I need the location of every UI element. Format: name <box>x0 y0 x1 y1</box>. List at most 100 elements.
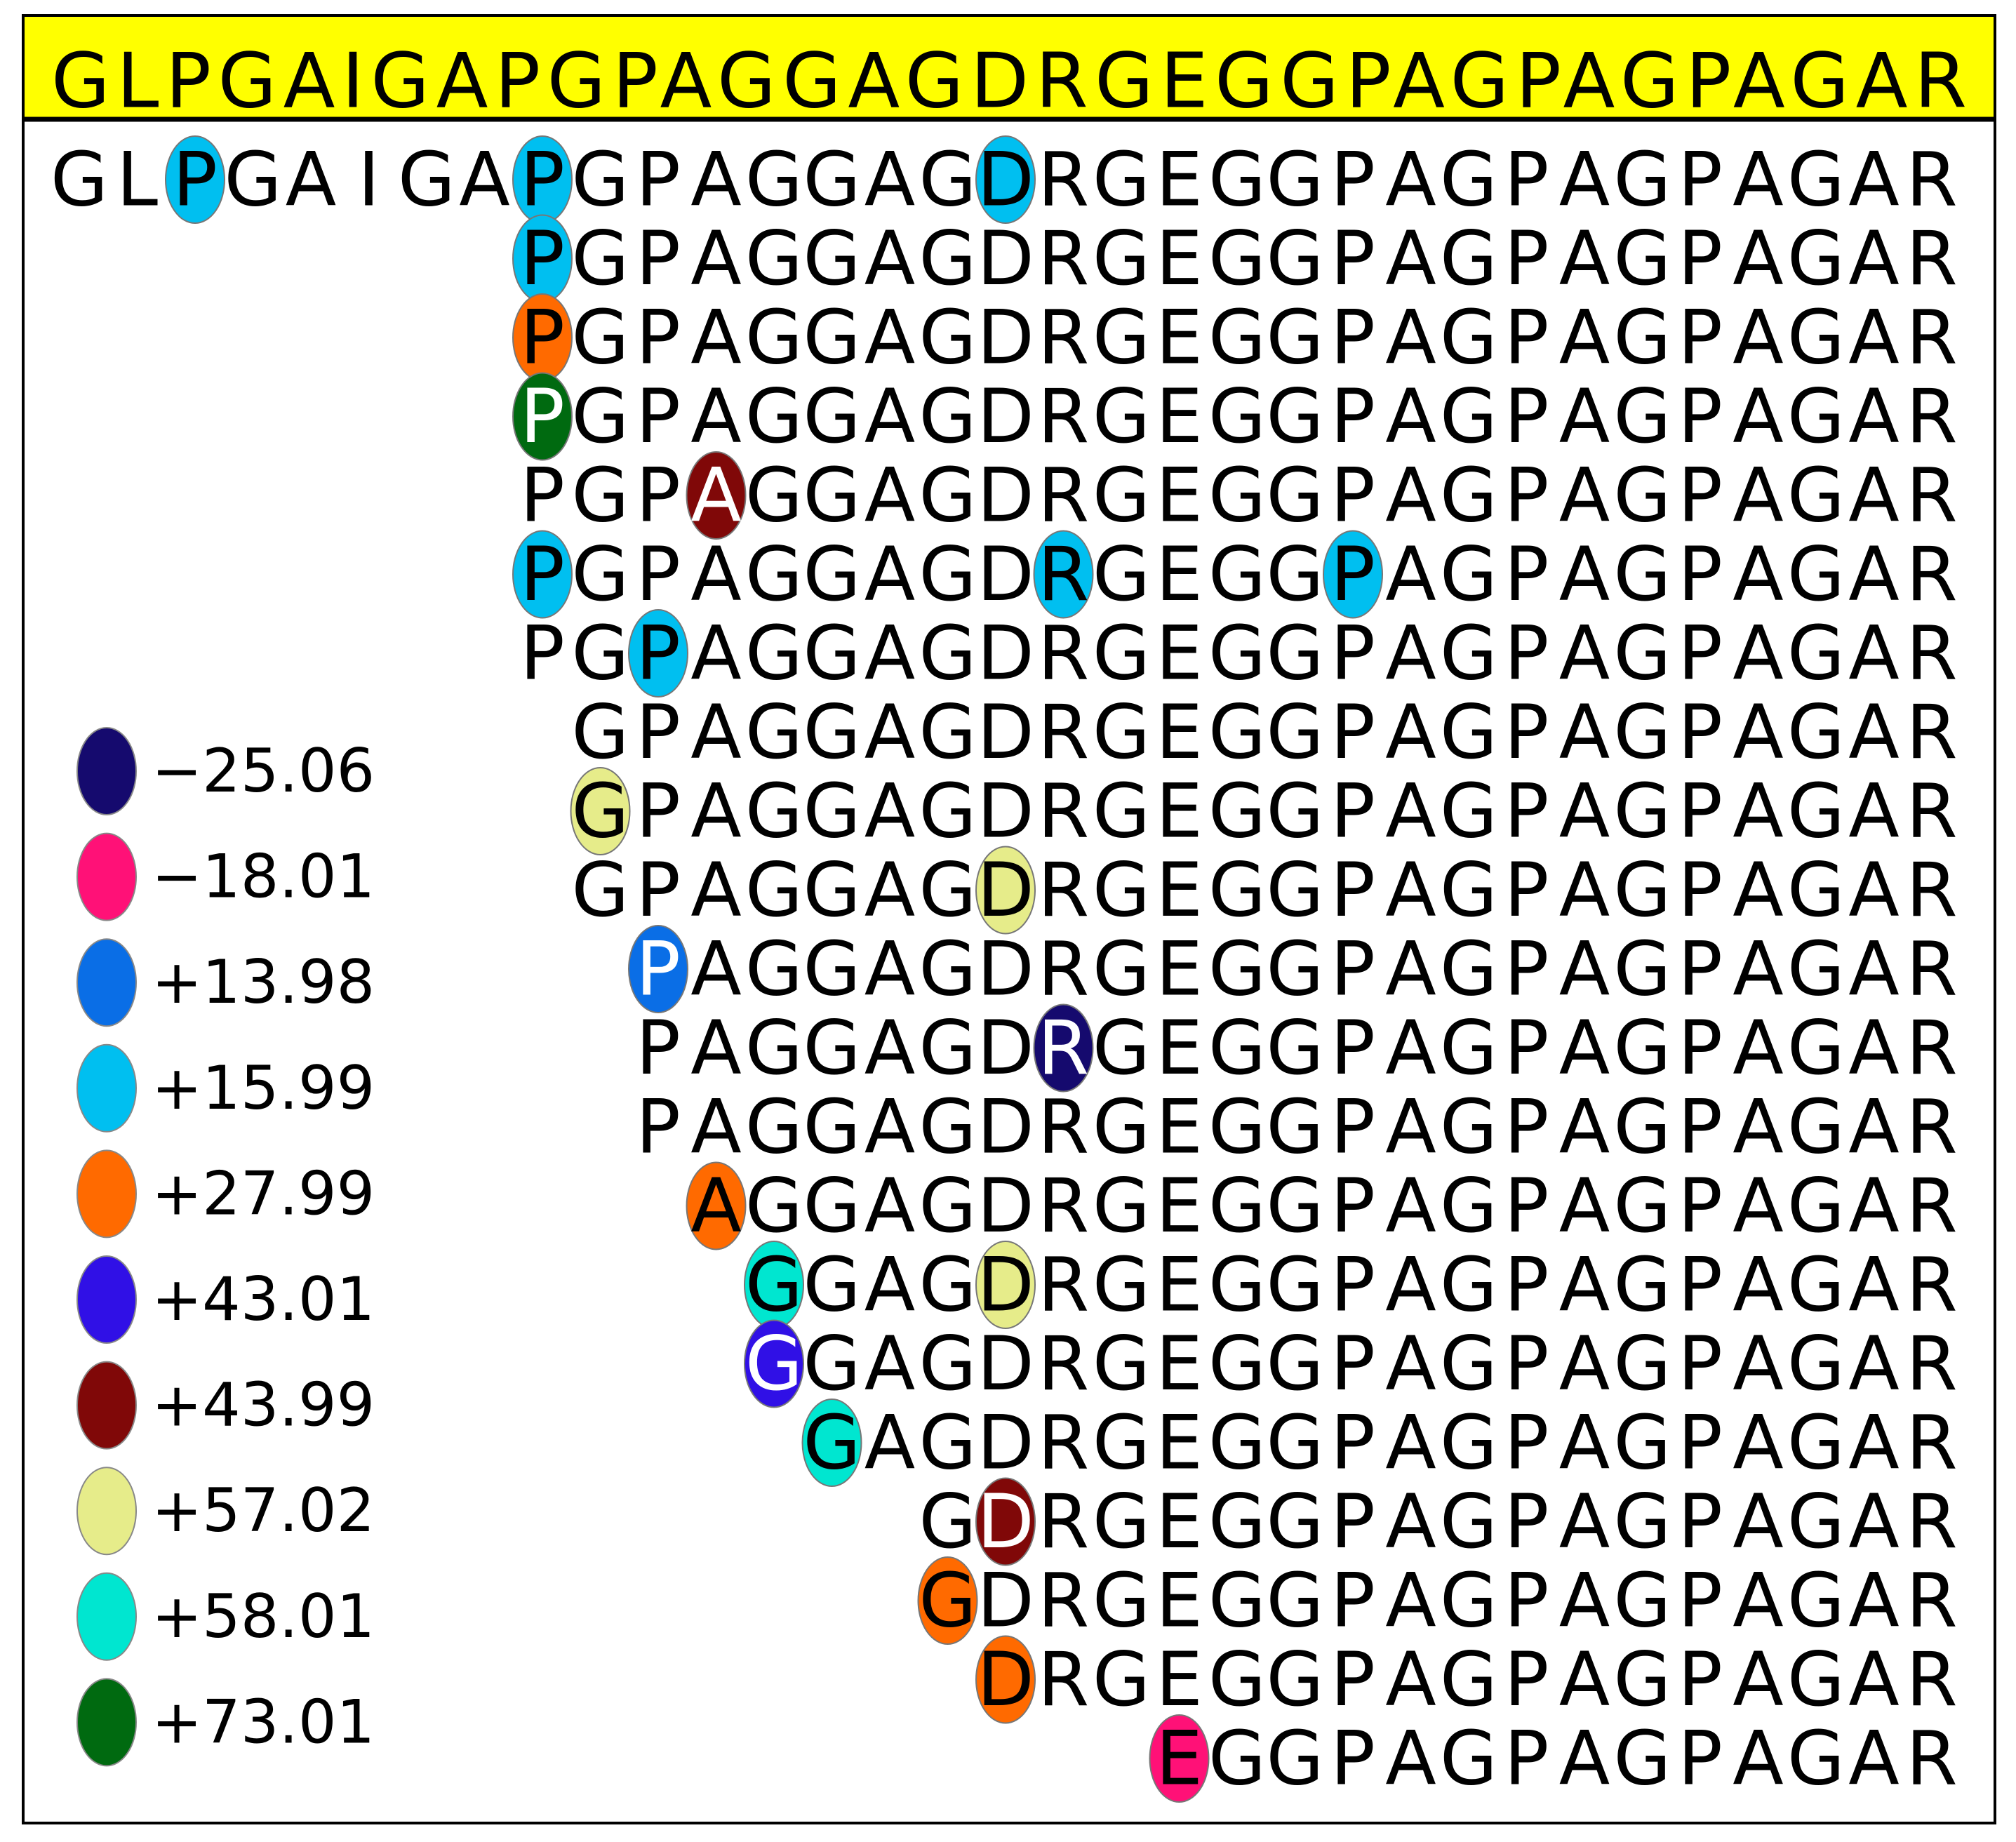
residue: G <box>1266 1084 1323 1170</box>
residue: G <box>1787 1636 1845 1723</box>
residue: A <box>865 1005 916 1091</box>
residue: P <box>1678 137 1723 223</box>
residue: R <box>1906 1084 1958 1170</box>
residue: E <box>1156 295 1203 381</box>
residue: R <box>1906 689 1958 775</box>
residue: R <box>1906 1479 1958 1565</box>
residue: G <box>1093 295 1150 381</box>
residue: A <box>1559 1479 1610 1565</box>
residue: P <box>520 137 565 223</box>
residue: G <box>919 295 976 381</box>
residue: G <box>1093 215 1150 302</box>
legend-label: +43.01 <box>152 1264 375 1335</box>
residue: A <box>1733 295 1784 381</box>
residue: P <box>636 137 681 223</box>
residue: A <box>1385 768 1436 855</box>
residue: A <box>1848 1716 1900 1802</box>
residue: A <box>1848 1558 1900 1644</box>
residue: G <box>1266 847 1323 933</box>
residue: A <box>1559 1242 1610 1328</box>
residue: P <box>1504 373 1549 460</box>
residue: G <box>51 137 108 223</box>
residue: A <box>1559 531 1610 618</box>
residue: A <box>1733 926 1784 1013</box>
residue: A <box>865 373 916 460</box>
residue: P <box>636 768 681 855</box>
residue: G <box>1266 1005 1323 1091</box>
residue: G <box>745 689 803 775</box>
residue: G <box>571 295 629 381</box>
residue: A <box>1385 295 1436 381</box>
residue: G <box>1093 847 1150 933</box>
residue: P <box>1678 1163 1723 1249</box>
residue: A <box>1848 373 1900 460</box>
residue: P <box>1504 768 1549 855</box>
residue: G <box>803 1005 860 1091</box>
residue: P <box>636 373 681 460</box>
residue: A <box>690 926 742 1013</box>
residue: D <box>977 610 1034 697</box>
residue: A <box>1733 768 1784 855</box>
residue: G <box>1787 295 1845 381</box>
residue: R <box>1038 1479 1090 1565</box>
residue: A <box>690 531 742 618</box>
residue: G <box>803 1242 860 1328</box>
residue: G <box>1613 1479 1671 1565</box>
residue: G <box>1093 610 1150 697</box>
residue: A <box>1385 926 1436 1013</box>
residue: G <box>1787 137 1845 223</box>
residue: P <box>1330 531 1375 618</box>
residue: G <box>1208 1163 1266 1249</box>
residue: A <box>1733 373 1784 460</box>
residue: P <box>1678 689 1723 775</box>
residue: G <box>919 373 976 460</box>
residue: P <box>1504 847 1549 933</box>
residue: G <box>745 215 803 302</box>
residue: R <box>1906 295 1958 381</box>
residue: P <box>1678 531 1723 618</box>
residue: P <box>1330 610 1375 697</box>
residue: G <box>1208 1636 1266 1723</box>
residue: G <box>1093 1479 1150 1565</box>
residue: G <box>1208 295 1266 381</box>
residue: A <box>1848 689 1900 775</box>
residue: R <box>1906 531 1958 618</box>
residue: G <box>1787 1242 1845 1328</box>
residue: G <box>1440 1163 1497 1249</box>
residue: A <box>865 295 916 381</box>
modification-marker <box>1033 530 1094 619</box>
residue: P <box>1504 215 1549 302</box>
residue: G <box>1440 926 1497 1013</box>
residue: G <box>1787 373 1845 460</box>
residue: G <box>1093 531 1150 618</box>
residue: R <box>1038 1084 1090 1170</box>
legend-swatch <box>76 832 137 921</box>
residue: A <box>865 1242 916 1328</box>
residue: G <box>803 215 860 302</box>
residue: G <box>571 137 629 223</box>
modification-marker <box>917 1556 978 1645</box>
residue: G <box>1266 1479 1323 1565</box>
residue: G <box>1266 1636 1323 1723</box>
residue: E <box>1156 531 1203 618</box>
residue: G <box>1093 926 1150 1013</box>
header-band <box>25 17 1994 119</box>
residue: A <box>1385 373 1436 460</box>
modification-marker <box>975 135 1036 224</box>
residue: P <box>1330 1163 1375 1249</box>
residue: A <box>1848 215 1900 302</box>
residue: G <box>1787 1716 1845 1802</box>
residue: P <box>1330 453 1375 539</box>
legend-label: +27.99 <box>152 1159 375 1229</box>
residue: G <box>745 373 803 460</box>
residue: A <box>1385 453 1436 539</box>
residue: A <box>1385 1163 1436 1249</box>
residue: G <box>1093 1636 1150 1723</box>
residue: R <box>1906 1005 1958 1091</box>
residue: G <box>1440 1005 1497 1091</box>
residue: P <box>1678 926 1723 1013</box>
residue: G <box>1613 689 1671 775</box>
residue: G <box>803 1400 860 1486</box>
residue: P <box>1330 295 1375 381</box>
